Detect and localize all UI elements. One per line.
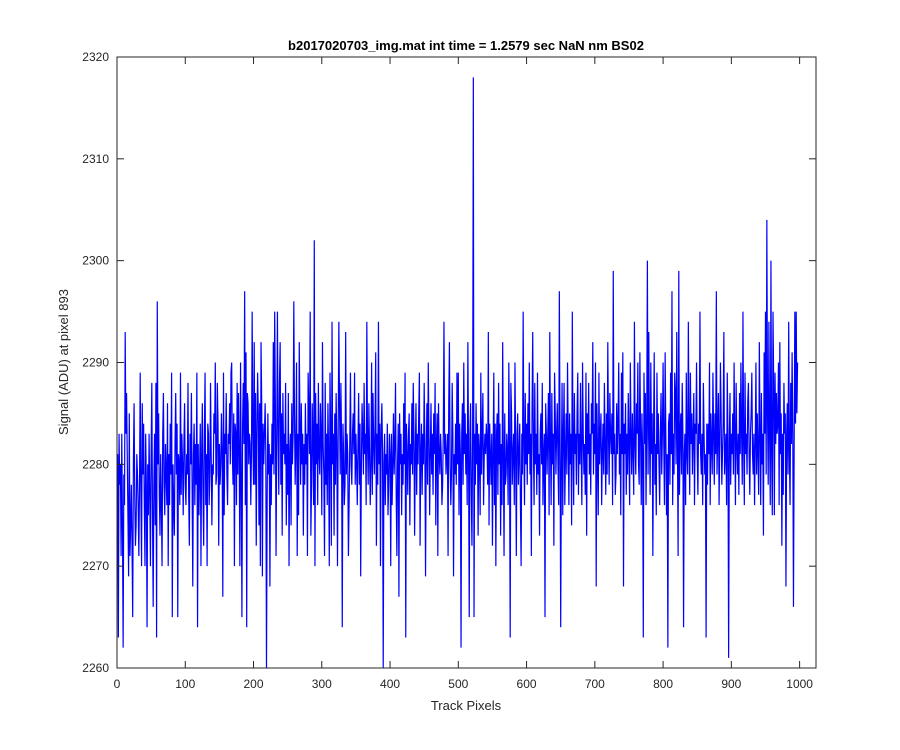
y-axis-label: Signal (ADU) at pixel 893 <box>56 289 71 435</box>
x-tick-label: 600 <box>517 677 537 691</box>
signal-series-line <box>117 77 799 668</box>
y-tick-label: 2310 <box>82 152 109 166</box>
x-tick-label: 100 <box>175 677 195 691</box>
x-tick-label: 800 <box>653 677 673 691</box>
plot-area <box>117 57 816 668</box>
chart-title: b2017020703_img.mat int time = 1.2579 se… <box>288 38 644 53</box>
y-tick-label: 2270 <box>82 559 109 573</box>
y-tick-label: 2290 <box>82 356 109 370</box>
x-tick-label: 200 <box>244 677 264 691</box>
data-layer <box>117 77 799 668</box>
y-tick-label: 2320 <box>82 50 109 64</box>
x-tick-label: 400 <box>380 677 400 691</box>
y-tick-label: 2300 <box>82 254 109 268</box>
x-tick-label: 900 <box>721 677 741 691</box>
axes-box <box>116 56 817 669</box>
x-axis-label: Track Pixels <box>431 698 502 713</box>
x-tick-label: 300 <box>312 677 332 691</box>
y-tick-label: 2260 <box>82 661 109 675</box>
y-tick-label: 2280 <box>82 457 109 471</box>
x-tick-label: 500 <box>448 677 468 691</box>
x-tick-label: 0 <box>114 677 121 691</box>
axis-ticks: 0 100 200 300 400 500 600 700 800 900 1000 2260 2270… <box>82 50 816 691</box>
x-tick-label: 1000 <box>786 677 813 691</box>
x-tick-label: 700 <box>585 677 605 691</box>
